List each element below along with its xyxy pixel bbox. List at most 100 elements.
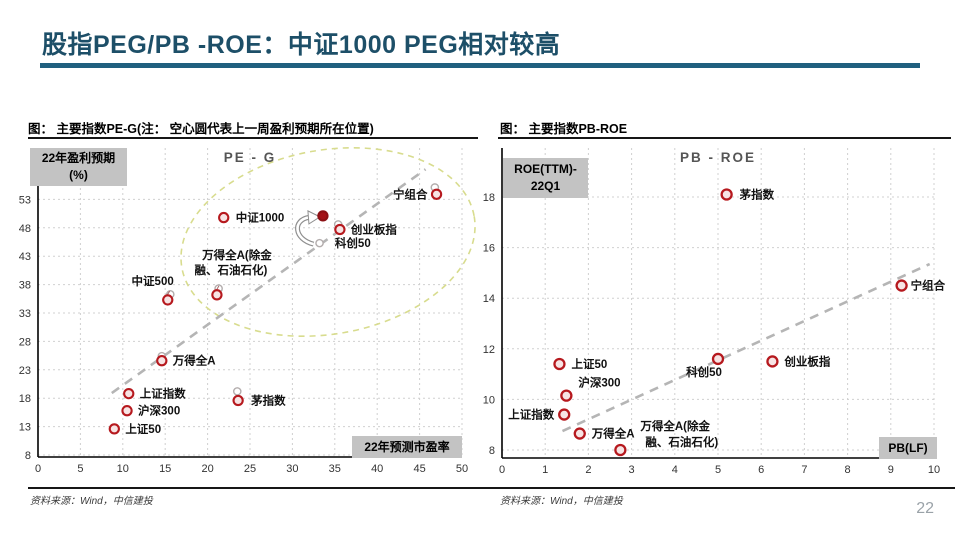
- x-tick-label: 10: [117, 463, 129, 475]
- data-point: [317, 210, 329, 222]
- svg-text:上证50: 上证50: [571, 357, 607, 371]
- source-note-right: 资料来源：Wind，中信建投: [500, 496, 623, 507]
- scatter-chart: 8 13 18 23 28 33 38 43 48 53 0 5 10 15 20 25 30 35 40 45 50 P…: [19, 146, 476, 475]
- tick-labels: 8 13 18 23 28 33 38 43 48 53 0 5 10 15 20 25 30 35 40 45 50: [19, 194, 468, 475]
- svg-text:科创50: 科创50: [335, 236, 371, 250]
- y-tick-label: 8: [25, 450, 31, 462]
- data-point: [121, 405, 133, 417]
- y-tick-label: 48: [19, 223, 31, 235]
- point-label: 万得全A: [172, 354, 216, 368]
- gridlines: [38, 148, 463, 457]
- y-tick-label: 8: [489, 445, 495, 457]
- data-point: [218, 211, 230, 224]
- svg-text:融、石油石化): 融、石油石化): [645, 435, 718, 449]
- y-axis-label-line: 22Q1: [530, 179, 561, 193]
- last-week-point: [315, 238, 324, 248]
- x-tick-label: 10: [928, 464, 940, 476]
- point-label: 上证50: [125, 422, 161, 436]
- y-tick-label: 43: [19, 251, 31, 263]
- point-label: 上证指数: [140, 387, 186, 401]
- data-point: [553, 357, 566, 371]
- point-label: 宁组合: [393, 187, 428, 201]
- y-axis-label-box-left: 22年盈利预期 (%): [30, 148, 127, 186]
- data-point: [232, 394, 244, 407]
- x-tick-label: 20: [201, 463, 213, 475]
- svg-text:万得全A: 万得全A: [591, 427, 635, 441]
- x-tick-label: 25: [244, 463, 256, 475]
- caption-rule-right: [498, 137, 951, 139]
- y-axis-label-line: 22年盈利预期: [41, 151, 116, 165]
- svg-text:宁组合: 宁组合: [393, 187, 428, 201]
- x-tick-label: 9: [888, 464, 894, 476]
- y-tick-label: 12: [483, 344, 495, 356]
- y-tick-label: 38: [19, 280, 31, 292]
- data-point: [558, 408, 571, 421]
- y-tick-label: 16: [483, 243, 495, 255]
- svg-text:茅指数: 茅指数: [740, 187, 775, 201]
- svg-text:万得全A(除金: 万得全A(除金: [639, 419, 710, 433]
- x-tick-label: 15: [159, 463, 171, 475]
- x-tick-label: 45: [413, 463, 425, 475]
- highlight-ellipse: [180, 146, 476, 338]
- data-points: 上证50 沪深300 上证指数 万得全A 中证500 万得全A(除金融、石油石化) 茅指数 中…: [108, 183, 443, 436]
- x-tick-label: 2: [585, 464, 591, 476]
- point-label: 万得全A: [591, 427, 635, 441]
- trend-line: [561, 262, 931, 433]
- data-point: [711, 352, 725, 366]
- point-label: 创业板指: [783, 354, 830, 368]
- y-axis-label-line: ROE(TTM)-: [514, 162, 577, 176]
- last-week-point: [232, 387, 242, 396]
- x-axis-label: PB(LF): [888, 440, 928, 455]
- x-axis-label-box-right: PB(LF): [879, 437, 937, 459]
- x-tick-label: 4: [672, 464, 678, 476]
- svg-text:创业板指: 创业板指: [783, 354, 830, 368]
- x-tick-label: 5: [715, 464, 721, 476]
- data-point: [720, 188, 733, 201]
- svg-text:上证指数: 上证指数: [508, 408, 554, 422]
- point-label: 中证500: [132, 274, 174, 288]
- point-label: 科创50: [335, 236, 371, 250]
- data-point: [895, 279, 908, 292]
- svg-text:宁组合: 宁组合: [911, 279, 946, 293]
- point-label: 沪深300: [578, 376, 620, 390]
- data-point: [766, 355, 779, 368]
- svg-text:创业板指: 创业板指: [350, 223, 397, 237]
- point-label: 万得全A(除金融、石油石化): [639, 419, 718, 449]
- caption-rule-left: [28, 137, 478, 139]
- svg-text:上证指数: 上证指数: [140, 387, 186, 401]
- data-point: [123, 388, 135, 400]
- point-label: 中证1000: [236, 211, 285, 225]
- x-tick-label: 40: [371, 463, 383, 475]
- data-points: 上证指数 上证50 沪深300 万得全A 万得全A(除金融、石油石化) 科创50 创业板指 茅…: [508, 187, 946, 457]
- data-point: [162, 294, 174, 306]
- x-tick-label: 7: [801, 464, 807, 476]
- svg-text:中证500: 中证500: [132, 274, 174, 288]
- point-label: 万得全A(除金融、石油石化): [195, 248, 273, 277]
- x-tick-label: 6: [758, 464, 764, 476]
- point-label: 宁组合: [911, 279, 946, 293]
- point-label: 茅指数: [251, 393, 286, 407]
- gridlines: [502, 148, 935, 458]
- data-point: [334, 223, 346, 236]
- x-axis-label: 22年预测市盈率: [364, 439, 450, 454]
- data-point: [108, 423, 120, 435]
- x-axis-label-box-left: 22年预测市盈率: [352, 436, 462, 458]
- chart-title: PE - G: [224, 150, 277, 165]
- point-label: 上证50: [571, 357, 607, 371]
- chart-title: PB - ROE: [680, 150, 756, 165]
- svg-text:万得全A(除金: 万得全A(除金: [201, 248, 272, 262]
- data-point: [211, 289, 223, 301]
- move-arrow-head: [307, 210, 321, 225]
- x-tick-label: 0: [499, 464, 505, 476]
- svg-text:茅指数: 茅指数: [251, 393, 286, 407]
- point-label: 上证指数: [508, 408, 554, 422]
- y-tick-label: 13: [19, 422, 31, 434]
- figure-caption-left: 图： 主要指数PE-G(注： 空心圆代表上一周盈利预期所在位置): [28, 122, 374, 136]
- x-tick-label: 30: [286, 463, 298, 475]
- point-label: 茅指数: [740, 187, 775, 201]
- x-tick-label: 0: [35, 463, 41, 475]
- data-point: [614, 443, 627, 457]
